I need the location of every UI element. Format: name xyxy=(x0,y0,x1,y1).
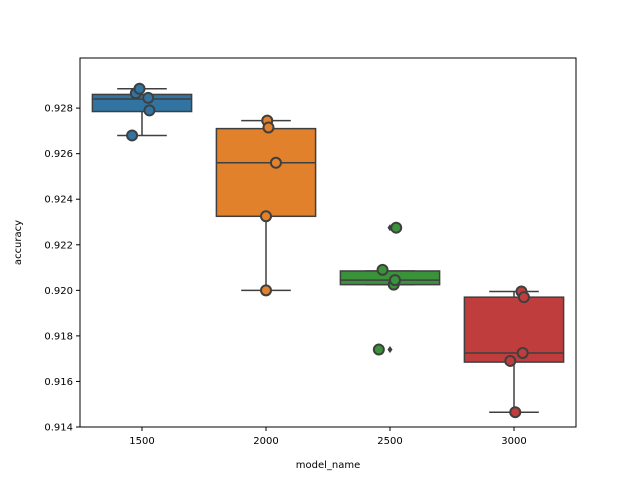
data-point xyxy=(504,354,517,367)
x-axis-label: model_name xyxy=(296,460,361,471)
x-axis: 1500 2000 2500 3000 xyxy=(129,427,527,447)
y-tick-label: 0.918 xyxy=(44,331,73,342)
data-point xyxy=(509,406,522,419)
x-tick-label: 2000 xyxy=(253,436,278,447)
y-tick-label: 0.928 xyxy=(44,104,73,115)
x-tick-label: 2500 xyxy=(377,436,402,447)
data-point xyxy=(388,274,401,287)
x-tick-label: 1500 xyxy=(129,436,154,447)
data-point xyxy=(126,129,139,142)
y-tick-label: 0.924 xyxy=(44,195,73,206)
box-body xyxy=(91,93,193,113)
data-point xyxy=(372,343,385,356)
data-point xyxy=(262,121,275,134)
x-tick-label: 3000 xyxy=(501,436,526,447)
y-tick-label: 0.922 xyxy=(44,240,73,251)
data-point xyxy=(142,91,155,104)
y-tick-label: 0.926 xyxy=(44,149,73,160)
y-tick-label: 0.916 xyxy=(44,377,73,388)
y-tick-label: 0.914 xyxy=(44,423,73,434)
plot-layer xyxy=(91,82,565,419)
data-point xyxy=(517,291,530,304)
y-axis: 0.914 0.916 0.918 0.920 0.922 0.924 0.926 0.928 xyxy=(44,104,80,434)
data-point xyxy=(269,156,282,169)
data-point xyxy=(260,284,272,297)
box-body xyxy=(215,127,317,218)
y-axis-label: accuracy xyxy=(13,220,24,265)
plot-frame xyxy=(79,57,577,428)
box-body xyxy=(463,296,565,363)
outlier-marker xyxy=(387,345,393,354)
box-3000 xyxy=(463,290,565,413)
data-point xyxy=(143,104,156,117)
data-point xyxy=(133,82,146,95)
data-point xyxy=(390,221,403,234)
box-2000 xyxy=(215,119,317,292)
data-point xyxy=(376,263,389,276)
y-tick-label: 0.920 xyxy=(44,286,73,297)
data-point xyxy=(260,210,272,223)
box-1500 xyxy=(91,88,193,137)
data-point xyxy=(516,346,529,359)
